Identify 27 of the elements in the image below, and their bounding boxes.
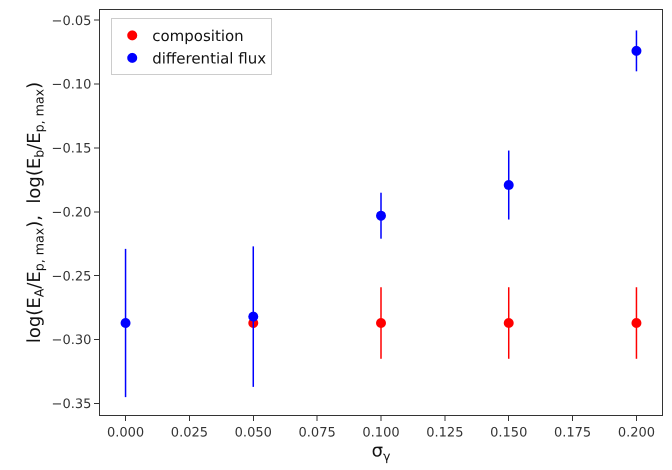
- y-tick-label: −0.20: [52, 205, 92, 220]
- point: [248, 312, 258, 322]
- point: [120, 318, 131, 328]
- x-tick-label: 0.100: [362, 426, 400, 441]
- x-tick-label: 0.075: [298, 426, 336, 441]
- point: [376, 318, 386, 328]
- x-tick-label: 0.050: [234, 426, 272, 441]
- y-tick-label: −0.25: [52, 269, 92, 284]
- x-tick-label: 0.150: [490, 426, 528, 441]
- x-tick-label: 0.000: [106, 426, 144, 441]
- point: [504, 180, 514, 190]
- point: [631, 318, 642, 328]
- legend-label: composition: [152, 27, 244, 46]
- y-tick-label: −0.15: [52, 142, 92, 157]
- x-axis-title: σ$_{γ}$: [372, 440, 391, 464]
- y-tick-label: −0.30: [52, 333, 92, 348]
- y-tick-label: −0.10: [52, 78, 92, 93]
- x-tick-label: 0.125: [426, 426, 464, 441]
- x-tick-label: 0.175: [554, 426, 592, 441]
- y-tick-label: −0.35: [52, 397, 92, 412]
- point: [631, 46, 642, 56]
- x-tick-label: 0.025: [170, 426, 208, 441]
- point: [376, 210, 386, 221]
- point: [504, 318, 514, 328]
- y-tick-label: −0.05: [52, 14, 92, 29]
- legend-label: differential flux: [152, 50, 266, 68]
- x-tick-label: 0.200: [618, 426, 656, 441]
